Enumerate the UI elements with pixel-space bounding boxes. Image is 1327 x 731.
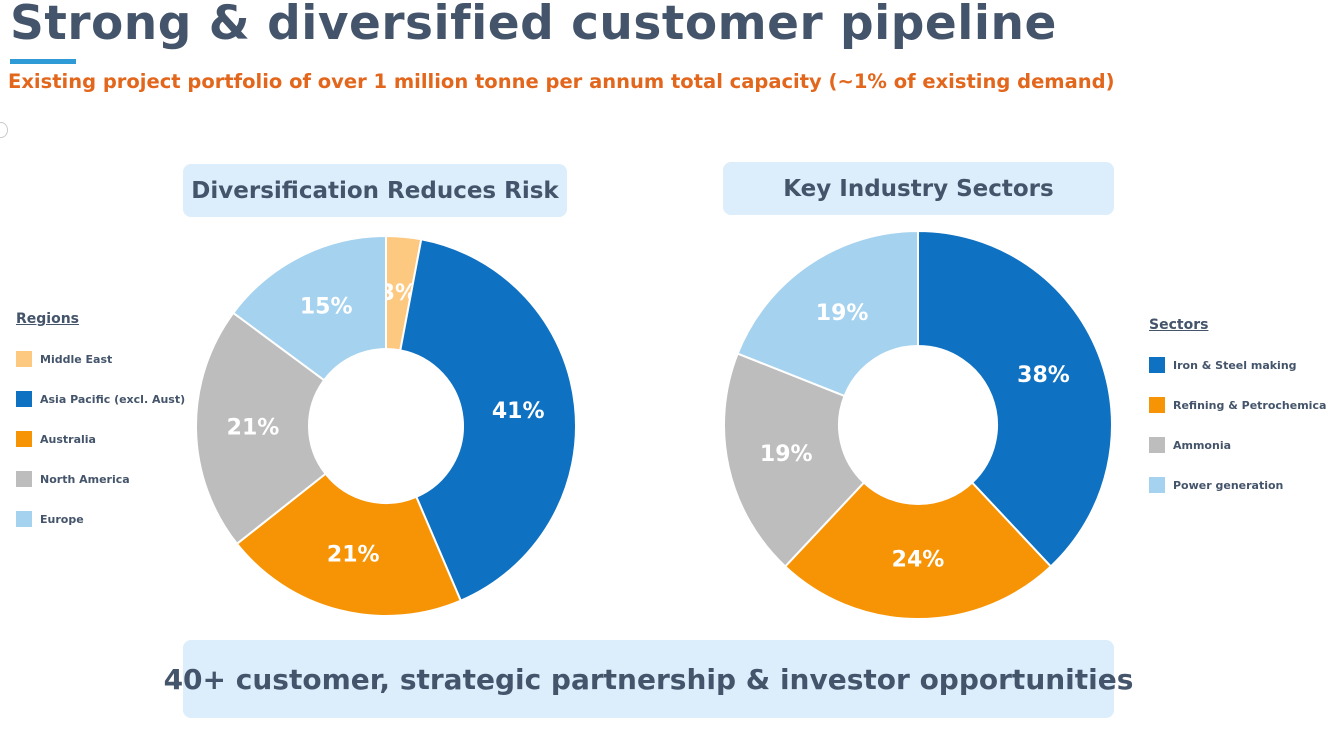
legend-label: North America bbox=[40, 472, 130, 486]
slice-label-power-generation: 19% bbox=[816, 301, 869, 326]
slice-label-north-america: 21% bbox=[227, 416, 280, 441]
legend-swatch bbox=[16, 511, 32, 527]
legend-swatch bbox=[1149, 397, 1165, 413]
legend-swatch bbox=[16, 471, 32, 487]
legend-swatch bbox=[1149, 357, 1165, 373]
sectors-legend: Sectors Iron & Steel making Refining & Pe… bbox=[1149, 317, 1327, 505]
sectors-legend-title: Sectors bbox=[1149, 317, 1209, 333]
slice-asia-pacific-excl-aust bbox=[399, 238, 577, 602]
slice-label-ammonia: 19% bbox=[760, 442, 813, 467]
legend-item-middle-east: Middle East bbox=[16, 339, 185, 379]
slice-label-europe: 15% bbox=[300, 295, 353, 320]
legend-swatch bbox=[1149, 437, 1165, 453]
slice-refining-petrochemicals bbox=[783, 481, 1053, 620]
legend-swatch bbox=[1149, 477, 1165, 493]
slice-ammonia bbox=[723, 352, 866, 568]
legend-swatch bbox=[16, 351, 32, 367]
slice-australia bbox=[235, 472, 463, 617]
slice-label-australia: 21% bbox=[327, 542, 380, 567]
legend-item-power-generation: Power generation bbox=[1149, 465, 1327, 505]
legend-label: Iron & Steel making bbox=[1173, 358, 1297, 372]
legend-label: Australia bbox=[40, 432, 96, 446]
legend-label: Asia Pacific (excl. Aust) bbox=[40, 392, 186, 406]
legend-item-ammonia: Ammonia bbox=[1149, 425, 1327, 465]
legend-label: Ammonia bbox=[1173, 438, 1232, 452]
regions-legend-title: Regions bbox=[16, 311, 80, 327]
legend-swatch bbox=[16, 431, 32, 447]
title-accent-bar bbox=[10, 59, 76, 64]
page-title: Strong & diversified customer pipeline bbox=[10, 0, 1057, 51]
opportunities-banner: 40+ customer, strategic partnership & in… bbox=[164, 640, 1133, 718]
legend-item-europe: Europe bbox=[16, 499, 185, 539]
legend-label: Europe bbox=[40, 512, 84, 526]
legend-item-refining-petrochemicals: Refining & Petrochemicals bbox=[1149, 385, 1327, 425]
slice-europe bbox=[231, 234, 387, 382]
legend-item-iron-steel-making: Iron & Steel making bbox=[1149, 345, 1327, 385]
legend-item-north-america: North America bbox=[16, 459, 185, 499]
legend-label: Power generation bbox=[1173, 478, 1284, 492]
slice-power-generation bbox=[736, 229, 919, 398]
legend-swatch bbox=[16, 391, 32, 407]
legend-item-asia-pacific-excl-aust: Asia Pacific (excl. Aust) bbox=[16, 379, 185, 419]
slice-north-america bbox=[195, 311, 327, 546]
legend-item-australia: Australia bbox=[16, 419, 185, 459]
slice-label-refining-petrochemicals: 24% bbox=[892, 548, 945, 573]
legend-label: Refining & Petrochemicals bbox=[1173, 398, 1327, 412]
slice-label-asia-pacific-excl-aust: 41% bbox=[492, 399, 545, 424]
regions-chart-title: Diversification Reduces Risk bbox=[183, 164, 567, 217]
sectors-chart-title: Key Industry Sectors bbox=[723, 162, 1114, 215]
slice-iron-steel-making bbox=[917, 229, 1113, 568]
regions-legend: Regions Middle East Asia Pacific (excl. A… bbox=[16, 311, 185, 539]
slice-label-iron-steel-making: 38% bbox=[1017, 363, 1070, 388]
legend-label: Middle East bbox=[40, 352, 113, 366]
page-subtitle: Existing project portfolio of over 1 mil… bbox=[8, 70, 1115, 93]
